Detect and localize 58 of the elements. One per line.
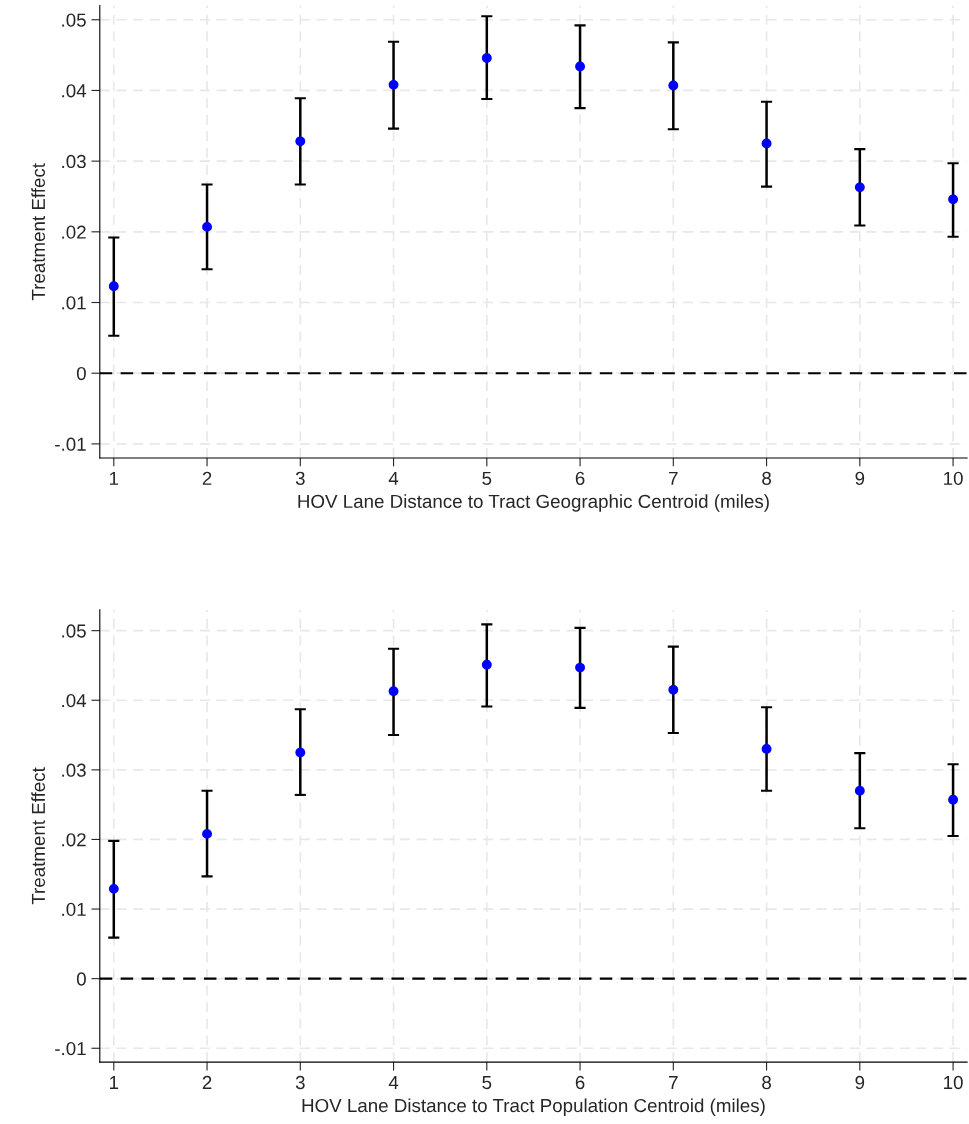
x-tick-label: 2 xyxy=(202,1075,212,1089)
point xyxy=(948,194,958,205)
y-tick-label: .01 xyxy=(62,902,86,917)
x-axis-title: HOV Lane Distance to Tract Population Centroid (miles) xyxy=(302,1098,765,1116)
point xyxy=(388,686,399,697)
y-axis-title: Treatment Effect xyxy=(31,163,46,301)
point xyxy=(108,281,119,292)
y-tick-label: .05 xyxy=(62,13,86,27)
point xyxy=(854,785,865,796)
point xyxy=(295,136,306,147)
y-tick-label: -.01 xyxy=(55,1041,86,1056)
x-tick-label: 8 xyxy=(762,471,771,485)
point xyxy=(481,659,492,670)
point xyxy=(575,662,585,673)
point xyxy=(108,883,119,894)
point xyxy=(388,79,399,90)
y-tick-label: .05 xyxy=(62,624,86,638)
point xyxy=(481,53,492,63)
point xyxy=(575,61,585,72)
x-tick-label: 7 xyxy=(669,471,678,485)
point xyxy=(761,744,772,754)
point xyxy=(202,828,212,839)
x-tick-label: 6 xyxy=(575,1075,585,1090)
y-tick-label: -.01 xyxy=(55,437,86,451)
x-tick-label: 6 xyxy=(575,471,585,485)
x-tick-label: 8 xyxy=(762,1075,771,1090)
x-tick-label: 5 xyxy=(482,1076,492,1090)
x-axis-title: HOV Lane Distance to Tract Geographic Centroid (miles) xyxy=(298,494,769,512)
y-tick-label: .03 xyxy=(62,154,86,169)
point xyxy=(761,138,772,149)
x-tick-label: 1 xyxy=(110,471,119,485)
x-tick-label: 1 xyxy=(110,1076,119,1089)
y-tick-label: .02 xyxy=(62,833,86,847)
y-tick-label: .04 xyxy=(62,693,87,708)
x-tick-label: 5 xyxy=(482,471,492,485)
point xyxy=(668,684,679,695)
y-axis-title: Treatment Effect xyxy=(31,767,46,905)
x-tick-label: 3 xyxy=(295,471,305,485)
x-tick-label: 4 xyxy=(388,1076,399,1089)
point xyxy=(668,80,679,91)
x-tick-label: 10 xyxy=(944,1075,963,1090)
y-tick-label: 0 xyxy=(76,366,86,381)
point xyxy=(295,747,306,758)
x-tick-label: 9 xyxy=(855,1075,865,1090)
y-tick-label: .01 xyxy=(62,296,86,310)
point xyxy=(854,182,865,193)
point xyxy=(202,221,212,232)
y-tick-label: 0 xyxy=(76,972,86,986)
y-tick-label: .03 xyxy=(62,763,86,777)
point xyxy=(948,794,958,805)
y-tick-label: .02 xyxy=(62,225,86,239)
x-tick-label: 7 xyxy=(669,1076,678,1089)
x-tick-label: 3 xyxy=(295,1075,305,1090)
x-tick-label: 9 xyxy=(855,471,865,485)
x-tick-label: 4 xyxy=(388,471,399,485)
y-tick-label: .04 xyxy=(62,84,87,98)
x-tick-label: 10 xyxy=(944,471,963,485)
x-tick-label: 2 xyxy=(202,471,212,485)
